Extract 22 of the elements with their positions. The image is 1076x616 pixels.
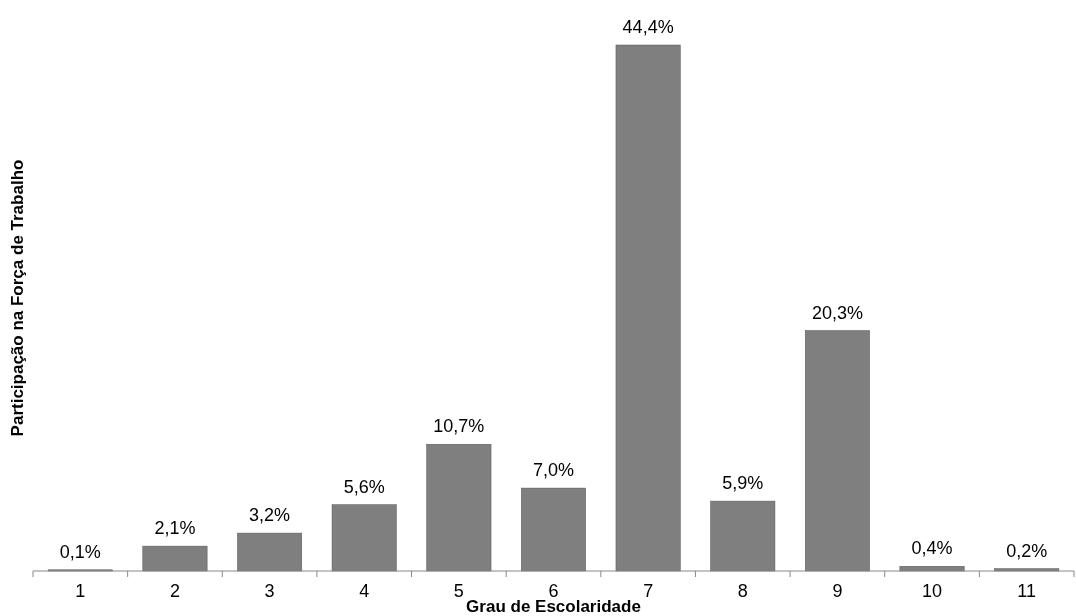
x-tick-label: 1: [75, 581, 86, 601]
data-label: 20,3%: [811, 302, 863, 323]
data-label: 2,1%: [154, 518, 196, 539]
data-label: 5,9%: [722, 473, 764, 494]
x-tick-label: 7: [643, 581, 654, 601]
x-tick-label: 10: [922, 581, 943, 601]
data-label: 0,2%: [1006, 540, 1048, 561]
x-tick-label: 4: [359, 581, 370, 601]
y-axis-title: Participação na Força de Trabalho: [8, 159, 27, 437]
data-label: 10,7%: [433, 416, 485, 437]
data-label: 44,4%: [622, 17, 674, 37]
data-label: 0,1%: [59, 541, 101, 562]
x-tick-label: 11: [1017, 581, 1037, 601]
x-tick-label: 5: [453, 581, 464, 601]
data-label: 5,6%: [343, 476, 385, 497]
x-tick-label: 8: [737, 581, 748, 601]
data-label: 3,2%: [249, 505, 291, 526]
x-tick-label: 2: [169, 581, 180, 601]
data-label: 7,0%: [532, 460, 575, 481]
x-tick-label: 9: [832, 581, 843, 601]
data-label: 0,4%: [911, 538, 953, 559]
x-tick-label: 3: [264, 581, 275, 601]
